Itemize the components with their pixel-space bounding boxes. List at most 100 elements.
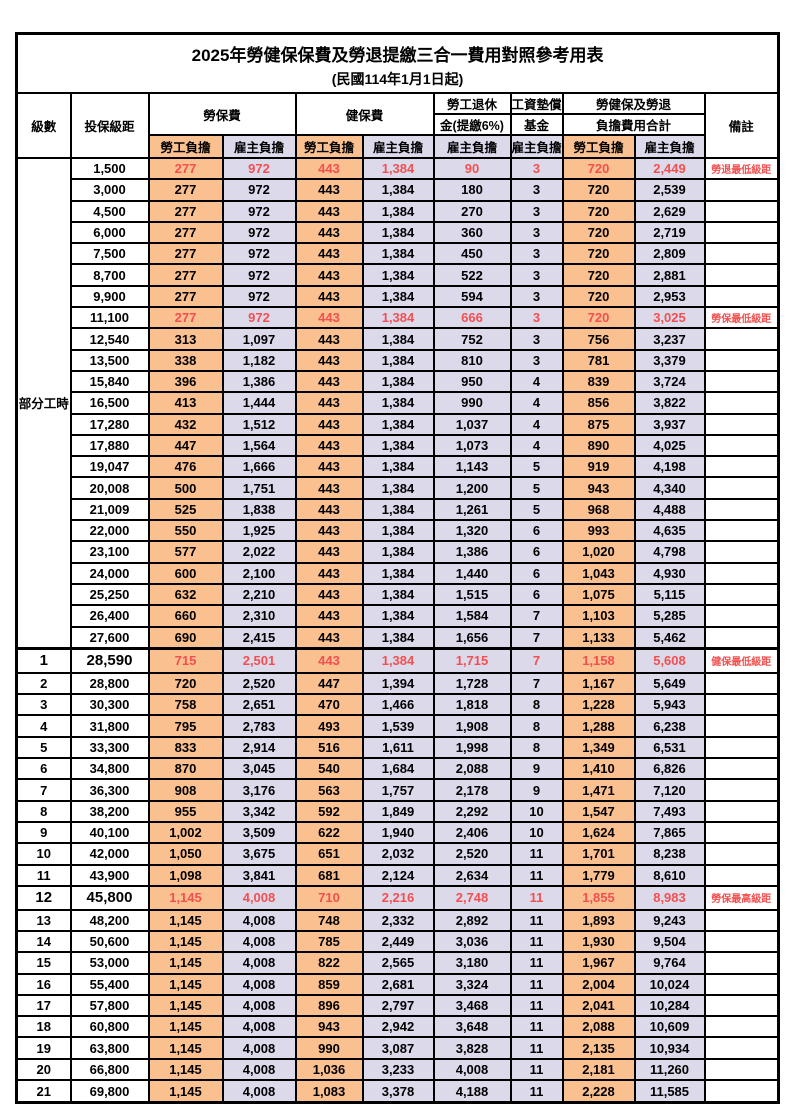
pension-employer-cell: 4,008: [432, 1057, 512, 1082]
health-fee-employer-cell: 2,797: [361, 993, 435, 1018]
total-employee-cell: 2,088: [561, 1015, 636, 1039]
health-fee-employer-cell: 1,384: [361, 646, 435, 674]
total-employer-cell: 9,764: [633, 951, 706, 975]
total-employee-cell: 1,020: [561, 540, 636, 564]
health-fee-employee-cell: 443: [294, 497, 364, 522]
note-cell: [703, 391, 780, 415]
health-fee-employer-cell: 1,384: [361, 412, 435, 436]
pension-employer-cell: 522: [432, 263, 512, 287]
labor-fee-employee-cell: 550: [147, 519, 224, 543]
labor-fee-employee-cell: 1,145: [147, 1015, 224, 1039]
health-fee-employee-cell: 785: [294, 929, 364, 954]
note-cell: [703, 263, 780, 287]
labor-fee-employer-cell: 1,751: [221, 476, 297, 500]
labor-fee-employee-cell: 432: [147, 412, 224, 436]
salary-bracket-cell: 28,800: [69, 671, 150, 696]
pension-employer-cell: 3,468: [432, 993, 512, 1018]
table-row: 3,000 277 972 443 1,384 180 3 720 2,539: [17, 178, 780, 202]
wage-fund-employer-cell: 6: [509, 540, 564, 564]
pension-employer-cell: 810: [432, 348, 512, 372]
table-row: 15,840 396 1,386 443 1,384 950 4 839 3,724: [17, 369, 780, 394]
table-row: 11 43,900 1,098 3,841 681 2,124 2,634 11 1,779 8,…: [15, 863, 780, 887]
total-employee-cell: 968: [561, 497, 636, 522]
wage-fund-employer-cell: 8: [509, 693, 564, 717]
salary-bracket-cell: 36,300: [69, 778, 150, 802]
table-row: 26,400 660 2,310 443 1,384 1,584 7 1,103 5,285: [17, 604, 780, 628]
wage-fund-employer-cell: 11: [509, 908, 564, 932]
wage-fund-employer-cell: 3: [509, 263, 564, 287]
level-cell: 1: [15, 646, 72, 674]
health-fee-employer-cell: 1,849: [361, 799, 435, 823]
header-row-1: 級數 投保級距 勞保費 健保費 勞工退休 工資墊償 勞健保及勞退 備註: [15, 92, 780, 159]
note-cell: [703, 671, 780, 696]
pension-employer-cell: 4,188: [432, 1079, 512, 1104]
health-fee-employer-cell: 1,384: [361, 327, 435, 351]
pension-employer-cell: 360: [432, 220, 512, 245]
pension-employer-cell: 1,728: [432, 671, 512, 696]
table-row: 12,540 313 1,097 443 1,384 752 3 756 3,237: [17, 327, 780, 351]
level-cell: 10: [15, 842, 72, 866]
total-employer-cell: 5,462: [633, 625, 706, 650]
salary-bracket-cell: 19,047: [69, 455, 150, 479]
subheader-wage-fund-employer: 雇主負擔: [509, 134, 564, 159]
table-row: 25,250 632 2,210 443 1,384 1,515 6 1,075 5,115: [17, 582, 780, 607]
health-fee-employee-cell: 563: [294, 778, 364, 802]
labor-fee-employer-cell: 972: [221, 306, 297, 330]
health-fee-employee-cell: 990: [294, 1036, 364, 1060]
health-fee-employer-cell: 1,384: [361, 306, 435, 330]
health-fee-employer-cell: 1,384: [361, 391, 435, 415]
table-row: 13 48,200 1,145 4,008 748 2,332 2,892 11 1,893 9,…: [15, 908, 780, 932]
labor-fee-employee-cell: 1,145: [147, 1057, 224, 1082]
labor-fee-employer-cell: 3,342: [221, 799, 297, 823]
health-fee-employer-cell: 2,449: [361, 929, 435, 954]
total-employee-cell: 720: [561, 242, 636, 266]
col-header-salary: 投保級距: [69, 92, 150, 159]
wage-fund-employer-cell: 11: [509, 884, 564, 911]
table-body: 部分工時 1,500 277 972 443 1,384 90 3 720 2,449 勞退最低級距…: [15, 156, 780, 1104]
labor-fee-employer-cell: 1,182: [221, 348, 297, 372]
health-fee-employee-cell: 447: [294, 671, 364, 696]
health-fee-employee-cell: 443: [294, 646, 364, 674]
subheader-health-employee: 勞工負擔: [294, 134, 364, 159]
salary-bracket-cell: 66,800: [69, 1057, 150, 1082]
note-cell: [703, 242, 780, 266]
salary-bracket-cell: 24,000: [69, 561, 150, 585]
wage-fund-employer-cell: 3: [509, 199, 564, 223]
pension-employer-cell: 1,584: [432, 604, 512, 628]
pension-employer-cell: 3,036: [432, 929, 512, 954]
col-header-level: 級數: [15, 92, 72, 159]
labor-fee-employee-cell: 1,145: [147, 993, 224, 1018]
pension-employer-cell: 270: [432, 199, 512, 223]
health-fee-employer-cell: 3,233: [361, 1057, 435, 1082]
note-cell: [703, 1079, 780, 1104]
health-fee-employee-cell: 540: [294, 757, 364, 781]
pension-employer-cell: 1,200: [432, 476, 512, 500]
labor-fee-employee-cell: 277: [147, 220, 224, 245]
wage-fund-employer-cell: 7: [509, 625, 564, 650]
pension-employer-cell: 1,386: [432, 540, 512, 564]
health-fee-employer-cell: 1,384: [361, 519, 435, 543]
total-employee-cell: 2,135: [561, 1036, 636, 1060]
wage-fund-employer-cell: 11: [509, 1057, 564, 1082]
health-fee-employer-cell: 1,384: [361, 199, 435, 223]
level-cell: 14: [15, 929, 72, 954]
pension-employer-cell: 450: [432, 242, 512, 266]
wage-fund-employer-cell: 6: [509, 519, 564, 543]
labor-fee-employee-cell: 277: [147, 199, 224, 223]
note-cell: [703, 220, 780, 245]
pension-employer-cell: 3,324: [432, 972, 512, 996]
note-cell: 勞保最低級距: [703, 306, 780, 330]
total-employee-cell: 720: [561, 178, 636, 202]
salary-bracket-cell: 11,100: [69, 306, 150, 330]
table-row: 15 53,000 1,145 4,008 822 2,565 3,180 11 1,967 9,…: [15, 951, 780, 975]
labor-fee-employer-cell: 3,841: [221, 863, 297, 887]
total-employee-cell: 919: [561, 455, 636, 479]
salary-bracket-cell: 28,590: [69, 646, 150, 674]
note-cell: [703, 604, 780, 628]
total-employer-cell: 2,719: [633, 220, 706, 245]
salary-bracket-cell: 34,800: [69, 757, 150, 781]
salary-bracket-cell: 42,000: [69, 842, 150, 866]
health-fee-employee-cell: 443: [294, 625, 364, 650]
table-row: 4 31,800 795 2,783 493 1,539 1,908 8 1,288 6,238: [15, 714, 780, 738]
salary-bracket-cell: 53,000: [69, 951, 150, 975]
